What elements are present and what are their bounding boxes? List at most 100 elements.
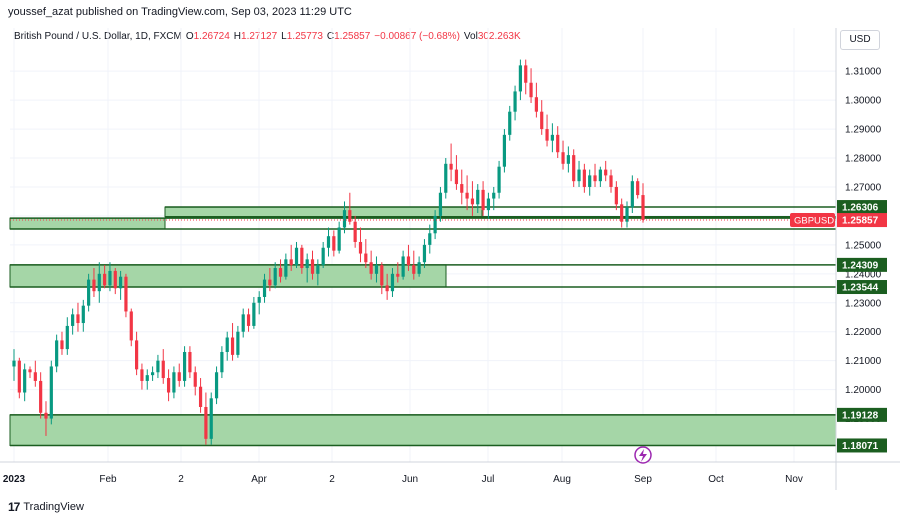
candle-body: [12, 360, 16, 367]
candle-body: [572, 155, 576, 182]
y-tick-label: 1.25000: [845, 240, 882, 251]
candle-body: [23, 369, 27, 393]
price-label-box: [837, 200, 887, 215]
candle-body: [412, 265, 416, 274]
symbol-name[interactable]: British Pound / U.S. Dollar, 1D, FXCM: [14, 31, 182, 42]
candle-body: [406, 256, 411, 266]
candle-body: [204, 406, 208, 439]
support-resistance-zone: [9, 414, 837, 446]
x-tick-label: Jul: [482, 474, 495, 485]
x-tick-label: Oct: [708, 474, 724, 485]
candle-body: [332, 236, 336, 251]
candle-body: [422, 244, 427, 263]
candle-body: [470, 198, 475, 205]
x-tick-label: 2: [329, 474, 335, 485]
candle-body: [300, 247, 304, 269]
candle-body: [518, 65, 522, 92]
tradingview-logo-icon: 17: [8, 500, 20, 514]
candle-body: [358, 241, 363, 254]
y-tick-label: 1.31000: [845, 67, 882, 78]
candle-body: [103, 273, 107, 286]
candle-body: [284, 259, 288, 277]
candle-body: [161, 360, 165, 379]
lightning-icon: [639, 449, 647, 462]
candle-body: [97, 273, 101, 292]
close-label: C: [326, 31, 335, 42]
candle-body: [257, 296, 261, 303]
support-resistance-zone: [164, 206, 483, 218]
candle-body: [497, 166, 501, 193]
y-tick-label: 1.27000: [845, 182, 882, 193]
candle-body: [348, 210, 352, 222]
x-tick-label: Nov: [785, 474, 803, 485]
candle-body: [449, 163, 453, 170]
candle-body: [380, 265, 384, 286]
candle-body: [614, 186, 618, 205]
candle-body: [513, 91, 517, 112]
candle-body: [396, 273, 400, 277]
candle-body: [385, 285, 389, 292]
candle-body: [550, 134, 554, 141]
candle-body: [262, 279, 267, 297]
candle-body: [545, 129, 549, 141]
candle-body: [566, 155, 570, 164]
candle-body: [465, 192, 469, 199]
candle-body: [428, 233, 432, 245]
tradingview-brand: TradingView: [23, 501, 84, 513]
candle-body: [49, 366, 53, 419]
candle-body: [172, 372, 176, 393]
candle-body: [124, 276, 128, 312]
candle-body: [225, 337, 229, 352]
candle-body: [135, 340, 139, 370]
change-value: −0.00867 (−0.68%): [374, 31, 460, 42]
candle-body: [454, 169, 459, 185]
tradingview-logo[interactable]: 17 TradingView: [8, 500, 84, 514]
price-label: 1.19128: [842, 410, 879, 421]
price-label-box: [837, 438, 887, 453]
candle-body: [486, 198, 491, 211]
candle-body: [444, 163, 448, 193]
candle-body: [44, 412, 48, 419]
high-label: H: [233, 31, 242, 42]
low-value: 1.25773: [286, 31, 323, 42]
candle-body: [508, 111, 512, 135]
x-tick-label: Apr: [251, 474, 267, 485]
candle-body: [55, 340, 59, 367]
candle-body: [636, 181, 640, 196]
candle-body: [193, 372, 197, 387]
candle-body: [476, 189, 480, 205]
candle-body: [588, 175, 592, 187]
y-tick-label: 1.23000: [845, 298, 882, 309]
x-tick-label: Aug: [553, 474, 571, 485]
symbol-badge-label: GBPUSD: [794, 216, 834, 227]
open-value: 1.26724: [193, 31, 230, 42]
open-label: O: [185, 31, 194, 42]
currency-button[interactable]: USD: [840, 30, 880, 50]
candle-body: [188, 351, 192, 373]
candle-body: [129, 311, 133, 341]
candle-body: [246, 314, 251, 326]
candle-body: [598, 169, 602, 182]
candle-body: [150, 372, 155, 376]
candle-body: [524, 65, 528, 83]
candle-body: [28, 369, 32, 373]
candle-body: [326, 236, 331, 248]
y-tick-label: 1.30000: [845, 96, 882, 107]
low-label: L: [281, 31, 287, 42]
candle-body: [609, 175, 613, 187]
candle-body: [108, 270, 112, 286]
vol-value: 302.263K: [477, 31, 521, 42]
x-tick-label: Feb: [99, 474, 117, 485]
candle-body: [198, 386, 203, 407]
candle-body: [374, 265, 379, 274]
candle-body: [481, 189, 485, 211]
candle-body: [17, 360, 21, 393]
candle-body: [534, 97, 538, 112]
candle-body: [241, 314, 245, 332]
candle-body: [289, 259, 293, 266]
price-label-box: [837, 257, 887, 272]
y-tick-label: 1.20000: [845, 385, 882, 396]
candle-body: [321, 247, 325, 266]
candle-body: [81, 305, 85, 324]
